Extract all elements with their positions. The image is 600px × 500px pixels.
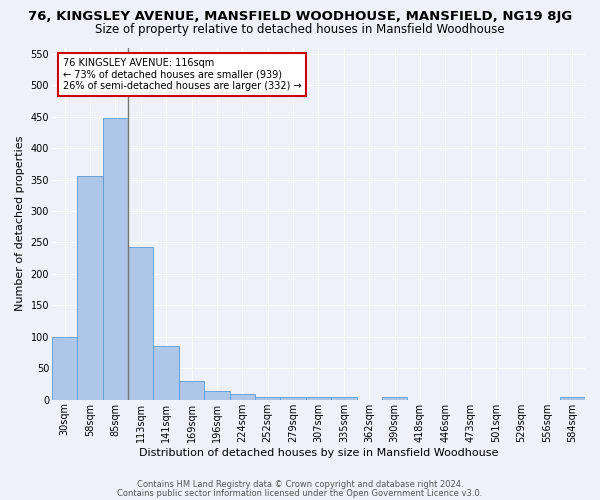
Text: Size of property relative to detached houses in Mansfield Woodhouse: Size of property relative to detached ho… bbox=[95, 22, 505, 36]
Text: Contains HM Land Registry data © Crown copyright and database right 2024.: Contains HM Land Registry data © Crown c… bbox=[137, 480, 463, 489]
Bar bbox=[204, 391, 230, 400]
Bar bbox=[382, 396, 407, 400]
Y-axis label: Number of detached properties: Number of detached properties bbox=[15, 136, 25, 312]
Bar bbox=[306, 396, 331, 400]
Bar bbox=[280, 396, 306, 400]
Text: 76, KINGSLEY AVENUE, MANSFIELD WOODHOUSE, MANSFIELD, NG19 8JG: 76, KINGSLEY AVENUE, MANSFIELD WOODHOUSE… bbox=[28, 10, 572, 23]
Bar bbox=[128, 247, 154, 400]
Bar bbox=[331, 396, 356, 400]
Bar bbox=[560, 396, 585, 400]
Bar bbox=[77, 176, 103, 400]
Bar bbox=[52, 337, 77, 400]
X-axis label: Distribution of detached houses by size in Mansfield Woodhouse: Distribution of detached houses by size … bbox=[139, 448, 498, 458]
Text: Contains public sector information licensed under the Open Government Licence v3: Contains public sector information licen… bbox=[118, 488, 482, 498]
Bar bbox=[154, 346, 179, 400]
Bar bbox=[230, 394, 255, 400]
Bar bbox=[179, 381, 204, 400]
Text: 76 KINGSLEY AVENUE: 116sqm
← 73% of detached houses are smaller (939)
26% of sem: 76 KINGSLEY AVENUE: 116sqm ← 73% of deta… bbox=[62, 58, 301, 92]
Bar bbox=[255, 396, 280, 400]
Bar bbox=[103, 118, 128, 400]
